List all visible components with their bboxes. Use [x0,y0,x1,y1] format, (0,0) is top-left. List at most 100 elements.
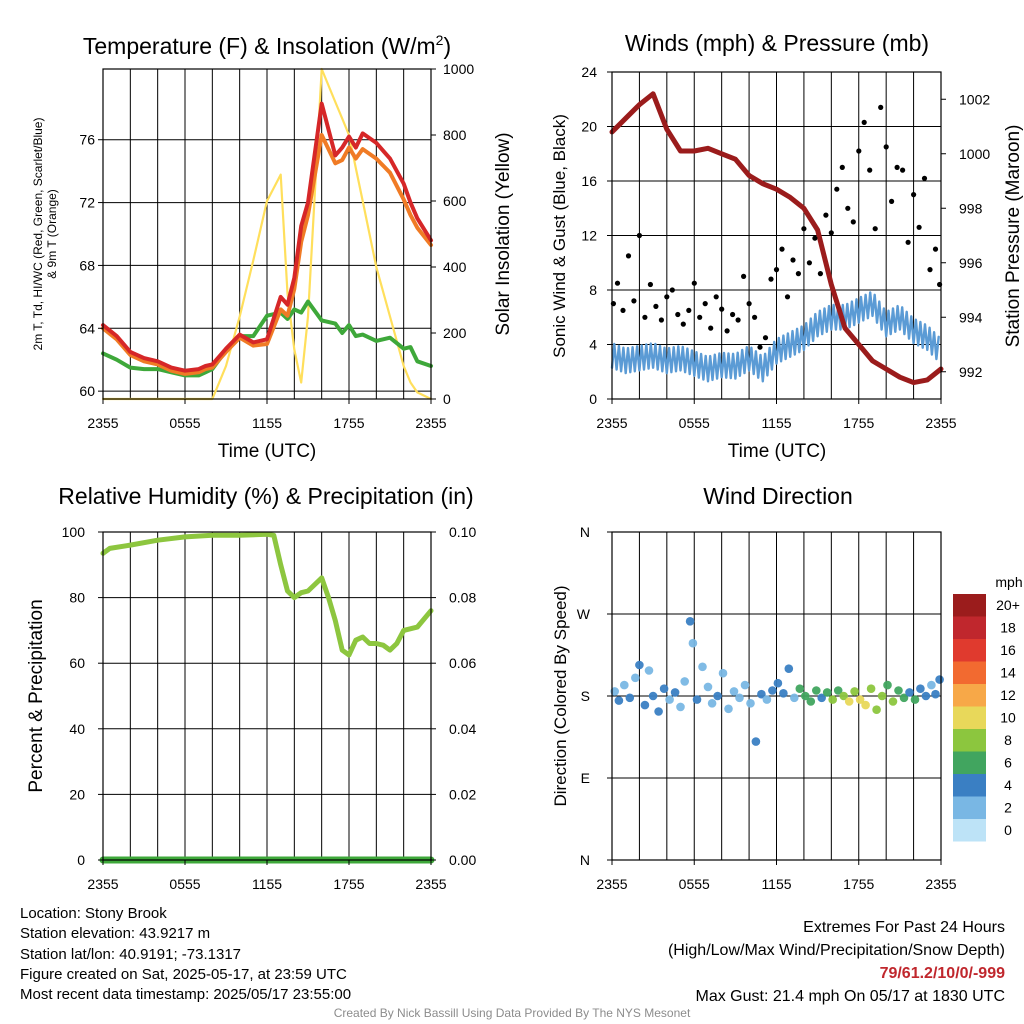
wind-y-tick-label: 20 [581,119,597,135]
gust-point [867,167,873,173]
extremes-values: 79/61.2/10/0/-999 [879,965,1005,982]
x-tick-label-4: 1155 [761,876,791,892]
rh-chart-title: Relative Humidity (%) & Precipitation (i… [58,483,473,509]
wind-direction-point [768,686,777,695]
wind-y-tick-label: 8 [589,282,597,298]
precip-y-tick-label: 0.08 [449,590,476,606]
wind-direction-point [916,684,925,693]
gust-point [856,148,862,154]
gust-point [889,198,895,204]
gust-point [916,224,922,230]
gust-point [741,273,747,279]
precip-y-tick-label: 0.00 [449,852,476,868]
gust-point [784,294,791,300]
wind-direction-point [729,687,739,696]
gust-point [620,307,626,313]
direction-y-axis-title: Direction (Colored By Speed) [551,585,570,806]
gust-point [883,144,889,150]
wind-direction-point [866,684,876,693]
speed-legend-label: 10 [1000,710,1016,726]
gust-point [625,253,632,259]
wind-direction-point [648,691,658,701]
direction-y-tick-label: N [580,852,590,868]
station-location: Location: Stony Brook [20,905,167,922]
x-tick-label-2: 1755 [843,415,874,431]
x-tick-label-4: 2355 [596,876,627,892]
speed-legend-label: 4 [1004,777,1012,793]
wind-direction-point [850,687,859,696]
rh-y-tick-label: 60 [69,655,85,671]
wind-direction-point [692,695,702,704]
speed-legend-label: 16 [1000,642,1016,658]
temp-x-axis-title: Time (UTC) [218,441,317,462]
speed-legend-title: mph [995,574,1022,590]
pressure-y-tick-label: 992 [959,364,983,380]
wind-direction-point [899,693,909,703]
gust-point [845,205,851,211]
gust-point [658,317,665,323]
wind-direction-point [817,693,826,703]
x-tick-label-1: 2355 [415,415,446,431]
pressure-y-tick-label: 998 [959,200,983,216]
speed-legend-swatch [953,661,986,684]
gust-point [812,235,818,241]
wind-direction-point [724,704,733,714]
speed-legend-label: 6 [1004,755,1012,771]
speed-legend-swatch [953,594,986,617]
gust-point [905,239,911,245]
speed-legend-swatch [953,639,986,662]
rh-y-tick-label: 0 [77,852,85,868]
wind-direction-point [718,668,728,678]
pressure-y-tick-label: 1002 [959,91,990,107]
credit-line: Created By Nick Bassill Using Data Provi… [333,1006,691,1020]
station-pressure-line [609,91,944,386]
gust-point [817,271,824,277]
x-tick-label-3: 1755 [333,876,364,892]
wind-y-tick-label: 24 [581,64,597,80]
gust-point [834,186,840,192]
gust-point [900,167,906,173]
gust-point [669,287,675,293]
x-tick-label-2: 2355 [596,415,627,431]
wind-direction-point [670,688,680,697]
rh-y-axis-title: Percent & Precipitation [26,599,47,792]
gust-point [762,335,769,341]
sonic-wind-line [610,291,940,383]
gust-point [790,257,796,263]
wind-direction-point [676,702,685,712]
station-latlon: Station lat/lon: 40.9191; -73.1317 [20,945,242,963]
x-tick-label-3: 2355 [87,876,118,892]
gust-point [932,246,939,252]
wind-direction-point [872,705,881,714]
precip-y-tick-label: 0.02 [449,786,476,802]
extremes-panel: Extremes For Past 24 Hours (High/Low/Max… [668,916,1005,1008]
gust-point [702,301,708,307]
x-tick-label-1: 1155 [252,415,282,431]
most-recent-timestamp: Most recent data timestamp: 2025/05/17 2… [20,986,352,1004]
wind-direction-point [703,682,713,692]
wind-direction-point [795,684,805,693]
x-tick-label-2: 1155 [761,415,791,431]
temp-y-tick-label: 64 [79,320,95,336]
temp-y-tick-label: 60 [79,383,95,399]
wind-direction-point [746,699,755,708]
insolation-y-tick-label: 600 [443,193,467,209]
gust-point [653,303,659,309]
gust-point [724,328,730,334]
winds-x-axis-title: Time (UTC) [728,441,827,462]
gust-point [861,119,867,125]
gust-point [823,212,829,218]
temp-title-close: ) [443,33,451,59]
rh-y-tick-label: 40 [69,721,85,737]
speed-legend-label: 20+ [996,597,1020,613]
wind-direction-point [927,680,936,690]
temp-y-tick-label: 72 [79,195,95,211]
temp-y-tick-label: 68 [79,257,95,273]
speed-legend-swatch [953,774,986,797]
temp-series-line-0 [101,101,433,373]
wind-direction-point [779,689,788,698]
wind-direction-point [883,680,892,690]
wind-direction-point [698,662,707,672]
gust-point [642,314,648,320]
